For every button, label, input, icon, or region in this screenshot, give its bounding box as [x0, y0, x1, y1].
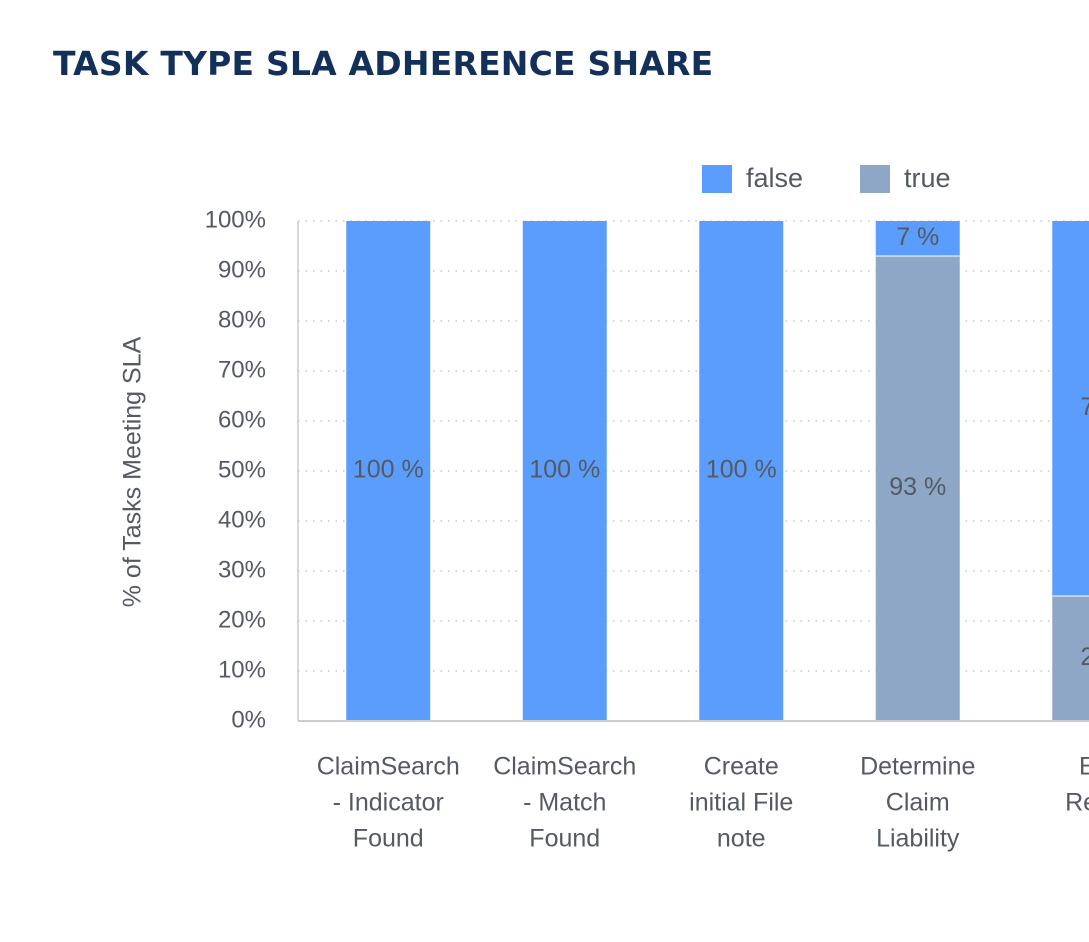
- bar-false: [1052, 221, 1089, 596]
- bar-true: [1052, 596, 1089, 721]
- bar-false: [522, 221, 607, 721]
- y-tick-label: 80%: [218, 306, 266, 333]
- chart-title: TASK TYPE SLA ADHERENCE SHARE: [53, 44, 714, 83]
- y-tick-label: 10%: [218, 656, 266, 683]
- y-tick-label: 50%: [218, 456, 266, 483]
- y-tick-label: 30%: [218, 556, 266, 583]
- x-category-label: Liability: [876, 825, 960, 853]
- legend: false true: [702, 163, 951, 193]
- data-label: 75: [1080, 393, 1089, 421]
- legend-swatch-false: [702, 165, 732, 193]
- x-category-label: En: [1079, 753, 1089, 781]
- x-category-label: Found: [353, 825, 424, 853]
- x-category-label: Determine: [860, 753, 975, 781]
- x-category-label: ClaimSearch: [493, 753, 636, 781]
- y-tick-label: 20%: [218, 606, 266, 633]
- x-category-label: Found: [529, 825, 600, 853]
- y-axis-ticks: 0% 10% 20% 30% 40% 50% 60% 70% 80% 90% 100%: [205, 206, 266, 733]
- bar-false: [346, 221, 431, 721]
- y-tick-label: 90%: [218, 256, 266, 283]
- data-label: 93 %: [889, 473, 946, 501]
- bars: 100 % 100 % 100 % 93 % 7 % 25 75: [346, 221, 1089, 721]
- y-tick-label: 60%: [218, 406, 266, 433]
- bar-false: [875, 221, 960, 256]
- data-label: 100 %: [706, 456, 777, 484]
- x-category-label: - Indicator: [333, 789, 444, 817]
- x-category-label: Rece: [1065, 789, 1089, 817]
- data-label: 100 %: [529, 456, 600, 484]
- x-axis-categories: ClaimSearch - Indicator Found ClaimSearch - …: [317, 753, 1089, 853]
- x-category-label: note: [717, 825, 766, 853]
- data-label: 100 %: [353, 456, 424, 484]
- bar-true: [875, 256, 960, 721]
- y-tick-label: 0%: [231, 706, 266, 733]
- x-category-label: Claim: [886, 789, 950, 817]
- x-category-label: initial File: [689, 789, 793, 817]
- legend-label-false: false: [746, 163, 803, 193]
- y-axis-label: % of Tasks Meeting SLA: [119, 336, 147, 607]
- legend-label-true: true: [904, 163, 951, 193]
- bar-false: [699, 221, 784, 721]
- y-tick-label: 100%: [205, 206, 266, 233]
- y-tick-label: 40%: [218, 506, 266, 533]
- x-category-label: - Match: [523, 789, 606, 817]
- legend-swatch-true: [860, 165, 890, 193]
- x-category-label: Create: [704, 753, 779, 781]
- data-label: 7 %: [896, 223, 939, 251]
- data-label: 25: [1080, 643, 1089, 671]
- x-category-label: ClaimSearch: [317, 753, 460, 781]
- y-tick-label: 70%: [218, 356, 266, 383]
